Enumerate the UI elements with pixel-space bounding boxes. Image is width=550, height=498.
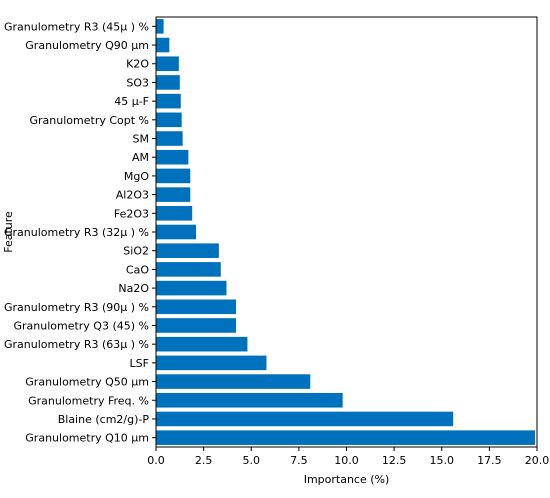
y-tick-label: SO3: [126, 76, 149, 89]
bar-7: [156, 299, 237, 315]
bar-9: [156, 262, 221, 277]
bar-2: [156, 392, 343, 408]
bar-3: [156, 374, 311, 389]
y-tick-label: K2O: [126, 58, 149, 71]
bar-17: [156, 112, 182, 128]
x-tick-label: 20.0: [525, 454, 550, 467]
x-tick-label: 15.0: [430, 454, 455, 467]
y-tick-label: Al2O3: [116, 189, 149, 202]
axes-layer: [152, 16, 538, 451]
y-tick-label: Granulometry R3 (32µ ) %: [4, 226, 149, 239]
bar-8: [156, 280, 227, 296]
y-tick-label: AM: [132, 151, 149, 164]
x-tick-label: 2.5: [195, 454, 213, 467]
bars-layer: [156, 19, 536, 445]
y-tick-label: SiO2: [123, 245, 149, 258]
y-tick-label: LSF: [130, 357, 149, 370]
y-tick-label: 45 µ-F: [114, 95, 149, 108]
bar-18: [156, 93, 181, 109]
y-tick-label: Granulometry Q10 µm: [25, 432, 149, 445]
y-tick-label: CaO: [126, 263, 149, 276]
y-tick-label: Blaine (cm2/g)-P: [58, 413, 150, 426]
x-tick-label: 0.0: [147, 454, 165, 467]
bar-1: [156, 411, 454, 427]
x-tick-label: 10.0: [334, 454, 359, 467]
bar-14: [156, 168, 191, 184]
labels-layer: Granulometry Q10 µm Blaine (cm2/g)-P Granu…: [4, 20, 549, 467]
bar-16: [156, 131, 183, 146]
y-tick-label: Granulometry R3 (90µ ) %: [4, 301, 149, 314]
bar-19: [156, 75, 180, 90]
bar-20: [156, 56, 179, 72]
x-tick-label: 5.0: [243, 454, 261, 467]
bar-6: [156, 318, 237, 333]
y-tick-label: Granulometry R3 (45µ ) %: [4, 20, 149, 33]
bar-0: [156, 430, 536, 445]
y-tick-label: Na2O: [118, 282, 149, 295]
y-tick-label: Granulometry Q50 µm: [25, 376, 149, 389]
bar-15: [156, 149, 189, 165]
bar-11: [156, 224, 197, 240]
x-tick-label: 7.5: [290, 454, 308, 467]
y-tick-label: Fe2O3: [114, 207, 149, 220]
y-tick-label: SM: [133, 133, 149, 146]
bar-13: [156, 187, 191, 202]
bar-22: [156, 19, 164, 34]
y-tick-label: MgO: [124, 170, 149, 183]
bar-5: [156, 336, 248, 352]
bar-10: [156, 243, 219, 258]
bar-21: [156, 37, 170, 53]
bar-4: [156, 355, 267, 371]
y-tick-label: Granulometry Copt %: [30, 114, 150, 127]
x-tick-label: 17.5: [477, 454, 502, 467]
x-axis-title: Importance (%): [304, 473, 390, 486]
bar-12: [156, 206, 193, 221]
x-tick-label: 12.5: [382, 454, 407, 467]
y-tick-label: Granulometry Q90 µm: [25, 39, 149, 52]
y-axis-title: Feature: [2, 211, 15, 253]
y-tick-label: Granulometry Freq. %: [28, 394, 149, 407]
y-tick-label: Granulometry R3 (63µ ) %: [4, 338, 149, 351]
y-tick-label: Granulometry Q3 (45) %: [13, 319, 149, 332]
